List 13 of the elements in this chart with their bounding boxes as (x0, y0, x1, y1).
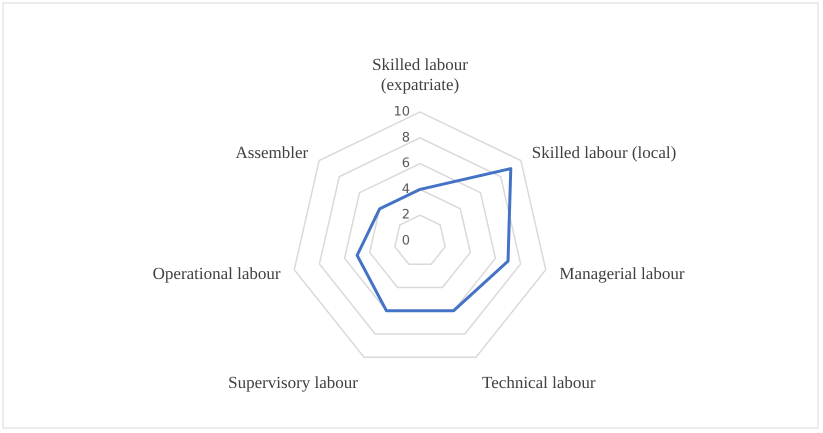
spoke-label: Supervisory labour (228, 372, 358, 392)
spoke-label: Skilled labour (expatriate) (372, 55, 468, 94)
spoke-label: Operational labour (152, 264, 281, 283)
spoke-label: Technical labour (482, 372, 596, 392)
y-tick-label: 0 (402, 234, 410, 248)
y-tick-label: 8 (402, 130, 410, 146)
spoke-label: Assembler (235, 142, 309, 162)
y-tick-label: 10 (393, 104, 410, 120)
y-tick-label: 6 (402, 156, 410, 172)
y-tick-label: 2 (402, 208, 410, 223)
spoke-label: Managerial labour (559, 264, 685, 283)
spoke-label: Skilled labour (local) (532, 142, 676, 162)
y-tick-label: 4 (402, 182, 410, 197)
